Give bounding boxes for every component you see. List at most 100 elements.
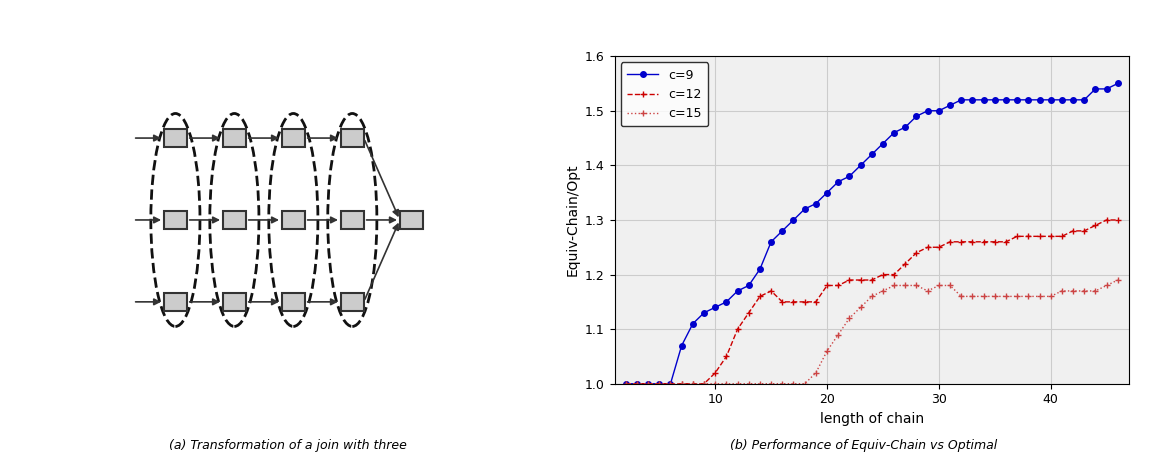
c=15 [910, 283, 924, 288]
c=15 [1022, 293, 1036, 299]
c=9 [630, 381, 644, 387]
c=9 [775, 228, 789, 234]
c=12 [988, 239, 1002, 245]
c=15 [1089, 288, 1102, 294]
c=9 [854, 162, 867, 168]
c=15 [1066, 288, 1079, 294]
c=9 [664, 381, 677, 387]
c=15 [730, 381, 744, 387]
c=15 [977, 293, 991, 299]
FancyBboxPatch shape [282, 211, 305, 229]
c=15 [854, 305, 867, 310]
FancyBboxPatch shape [341, 211, 364, 229]
c=9 [977, 97, 991, 102]
c=9 [619, 381, 632, 387]
c=9 [988, 97, 1002, 102]
c=12 [697, 381, 711, 387]
c=12 [910, 250, 924, 256]
FancyBboxPatch shape [400, 211, 423, 229]
c=12 [1032, 234, 1046, 239]
X-axis label: length of chain: length of chain [820, 412, 924, 426]
c=9 [999, 97, 1013, 102]
Text: (b) Performance of Equiv-Chain vs Optimal: (b) Performance of Equiv-Chain vs Optima… [730, 439, 998, 452]
c=15 [1111, 277, 1124, 283]
c=12 [899, 261, 912, 266]
c=12 [708, 370, 722, 376]
c=9 [1077, 97, 1091, 102]
c=9 [1055, 97, 1069, 102]
c=9 [798, 206, 812, 212]
c=12 [742, 310, 756, 315]
c=12 [999, 239, 1013, 245]
c=15 [764, 381, 778, 387]
c=12 [1044, 234, 1058, 239]
c=15 [1077, 288, 1091, 294]
c=15 [954, 293, 968, 299]
FancyBboxPatch shape [164, 293, 187, 311]
Line: c=15: c=15 [622, 277, 1121, 387]
Y-axis label: Equiv-Chain/Opt: Equiv-Chain/Opt [566, 164, 579, 276]
c=9 [1089, 86, 1102, 92]
c=15 [932, 283, 946, 288]
Text: (a) Transformation of a join with three: (a) Transformation of a join with three [169, 439, 407, 452]
c=9 [1100, 86, 1114, 92]
c=9 [753, 266, 767, 272]
Legend: c=9, c=12, c=15: c=9, c=12, c=15 [621, 62, 708, 126]
c=15 [630, 381, 644, 387]
FancyBboxPatch shape [164, 129, 187, 147]
FancyBboxPatch shape [341, 129, 364, 147]
c=15 [798, 381, 812, 387]
c=9 [943, 102, 957, 108]
c=9 [742, 283, 756, 288]
c=15 [865, 293, 879, 299]
c=12 [854, 277, 867, 283]
c=12 [720, 354, 734, 359]
c=15 [697, 381, 711, 387]
c=12 [1066, 228, 1079, 234]
c=9 [865, 152, 879, 157]
c=12 [1077, 228, 1091, 234]
c=15 [988, 293, 1002, 299]
FancyBboxPatch shape [222, 211, 245, 229]
c=9 [697, 310, 711, 315]
c=15 [619, 381, 632, 387]
c=9 [842, 174, 856, 179]
c=9 [920, 108, 934, 114]
c=12 [787, 299, 801, 305]
c=15 [899, 283, 912, 288]
c=12 [753, 293, 767, 299]
c=12 [1111, 217, 1124, 223]
c=12 [932, 244, 946, 250]
c=15 [809, 370, 823, 376]
FancyBboxPatch shape [222, 129, 245, 147]
c=12 [630, 381, 644, 387]
c=9 [652, 381, 666, 387]
c=12 [876, 272, 889, 278]
c=9 [1010, 97, 1024, 102]
c=9 [910, 113, 924, 119]
c=9 [1044, 97, 1058, 102]
FancyBboxPatch shape [282, 293, 305, 311]
c=12 [1022, 234, 1036, 239]
c=9 [832, 179, 846, 184]
c=12 [820, 283, 834, 288]
c=15 [999, 293, 1013, 299]
c=12 [965, 239, 979, 245]
c=15 [887, 283, 901, 288]
c=12 [865, 277, 879, 283]
c=15 [787, 381, 801, 387]
c=15 [652, 381, 666, 387]
c=15 [708, 381, 722, 387]
Line: c=12: c=12 [622, 217, 1121, 387]
Line: c=9: c=9 [623, 80, 1121, 387]
c=12 [943, 239, 957, 245]
c=15 [720, 381, 734, 387]
c=9 [965, 97, 979, 102]
c=12 [1089, 223, 1102, 228]
c=12 [832, 283, 846, 288]
c=12 [1055, 234, 1069, 239]
c=12 [764, 288, 778, 294]
c=9 [1022, 97, 1036, 102]
c=15 [965, 293, 979, 299]
c=15 [775, 381, 789, 387]
